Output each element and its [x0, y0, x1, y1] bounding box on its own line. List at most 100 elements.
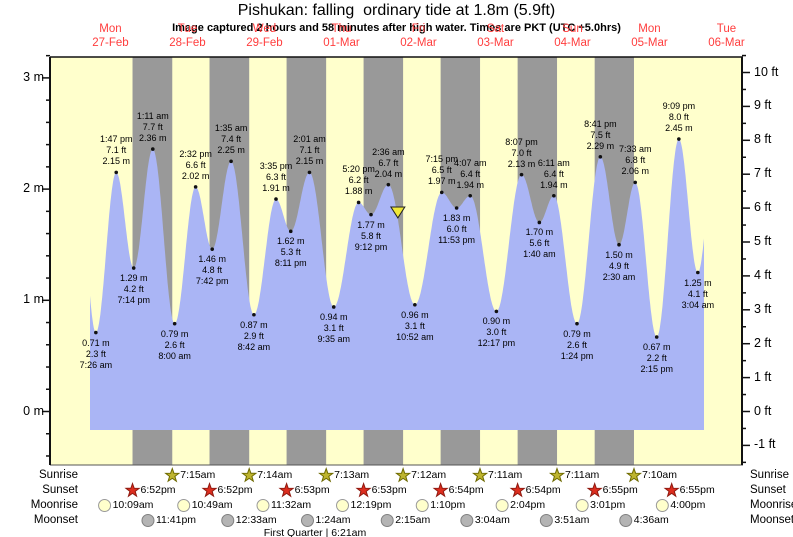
tide-point-label-line: 2.9 ft [243, 330, 264, 341]
day-date: 02-Mar [400, 37, 437, 49]
day-date: 01-Mar [323, 37, 360, 49]
tide-point-label-line: 4:07 am [453, 157, 487, 168]
moonrise-time: 12:19pm [350, 499, 392, 511]
day-name: Wed [252, 23, 277, 35]
tide-point-label-line: 2.04 m [374, 168, 403, 179]
sunset-time: 6:55pm [602, 484, 638, 496]
tide-point-label-line: 2:36 am [372, 146, 405, 157]
tide-point-label-line: 6.0 ft [446, 224, 467, 234]
day-label: Sun 04-Mar [537, 22, 607, 50]
day-name: Mon [99, 23, 122, 35]
sunset-row-label: Sunset [42, 484, 78, 496]
tide-point-label-line: 7.5 ft [590, 129, 611, 140]
tide-point-dot [193, 185, 198, 189]
tide-point-label-line: 2.6 ft [566, 339, 587, 350]
moonrise-time: 10:49am [191, 499, 233, 511]
tide-point-label-line: 0.94 m [319, 311, 348, 322]
moonset-circle-icon [300, 514, 314, 527]
y-axis-right-label: 5 ft [754, 234, 772, 248]
tide-point-label-line: 2.45 m [665, 123, 693, 134]
sunrise-time: 7:10am [641, 469, 678, 481]
tide-point-label-line: 6.7 ft [378, 157, 399, 168]
tide-point-label: 1:47 pm 7.1 ft 2.15 m [74, 134, 158, 167]
tide-point-label-line: 0.90 m [482, 316, 511, 327]
sunrise-time: 7:13am [334, 469, 370, 481]
day-label: Mon 27-Feb [75, 22, 145, 50]
tide-point-label-line: 1:24 pm [560, 350, 594, 361]
tide-point-label: 1.29 m 4.2 ft 7:14 pm [92, 273, 176, 306]
tide-point-label-line: 2.25 m [217, 145, 245, 156]
tide-point-label-line: 2.06 m [621, 166, 649, 177]
tide-point-label-line: 11:53 pm [438, 235, 476, 245]
tide-point-label-line: 7.7 ft [142, 122, 163, 133]
moonset-circle-icon [539, 514, 553, 527]
moonrise-time: 2:04pm [510, 499, 546, 511]
tide-point-dot [172, 321, 177, 326]
day-date: 03-Mar [477, 37, 514, 49]
tide-point-label: 1.83 m 6.0 ft 11:53 pm [415, 213, 499, 246]
tide-point-label-line: 4.1 ft [687, 288, 708, 299]
sunset-star-icon [663, 481, 680, 498]
moonrise-time: 3:01pm [590, 499, 626, 511]
y-axis-right-label: 9 ft [754, 98, 772, 113]
tide-point-label: 4:07 am 6.4 ft 1.94 m [428, 158, 512, 191]
tide-point-label-line: 8:07 pm [505, 136, 538, 147]
day-name: Sun [562, 23, 583, 35]
current-time-marker-icon [389, 206, 406, 219]
tide-point-label-line: 2.3 ft [85, 348, 106, 359]
y-axis-right-label: 3 ft [754, 301, 772, 316]
tide-point-label-line: 0.96 m [401, 309, 429, 320]
tide-point-label: 8:07 pm 7.0 ft 2.13 m [480, 137, 564, 170]
tide-point-label-line: 4.8 ft [202, 265, 223, 276]
tide-point-dot [468, 193, 473, 198]
day-name: Mon [638, 23, 661, 35]
day-date: 04-Mar [554, 37, 591, 49]
tide-point-label-line: 1.46 m [198, 254, 226, 265]
day-date: 28-Feb [169, 37, 206, 49]
tide-point-label: 2:32 pm 6.6 ft 2.02 m [154, 149, 238, 182]
tide-point-label: 9:09 pm 8.0 ft 2.45 m [637, 101, 721, 134]
sunrise-time: 7:12am [411, 469, 447, 481]
tide-point-label-line: 7.1 ft [106, 145, 127, 156]
tide-point-label-line: 5.3 ft [280, 247, 301, 258]
tide-point-label-line: 3.1 ft [404, 320, 425, 331]
tide-point-label-line: 9:35 am [317, 333, 350, 344]
tide-point-label: 1.77 m 5.8 ft 9:12 pm [329, 220, 413, 253]
tide-point-label-line: 1:35 am [214, 123, 248, 134]
day-label: Mon 05-Mar [614, 22, 684, 50]
tide-point-label: 2:36 am 6.7 ft 2.04 m [346, 147, 430, 180]
tide-point-dot [210, 247, 215, 251]
tide-point-label-line: 2:32 pm [179, 148, 212, 159]
sunset-time: 6:52pm [217, 484, 253, 496]
tide-point-label-line: 1.50 m [605, 249, 633, 260]
sunset-time: 6:53pm [371, 484, 407, 496]
moonrise-time: 1:10pm [430, 499, 466, 511]
sunset-time: 6:54pm [525, 484, 561, 496]
moonset-time: 11:41pm [155, 514, 197, 526]
sunrise-time: 7:11am [565, 469, 600, 481]
tide-point-label-line: 5.8 ft [360, 230, 381, 241]
tide-point-dot [131, 266, 136, 270]
tide-point-dot [654, 335, 659, 339]
tide-point-label-line: 1.97 m [427, 176, 456, 187]
tide-point-label-line: 1:40 am [523, 249, 556, 260]
tide-point-label: 1.70 m 5.6 ft 1:40 am [497, 227, 581, 260]
sunset-time: 6:54pm [448, 484, 484, 496]
tide-point-label-line: 1.29 m [119, 273, 148, 284]
sunset-time: 6:52pm [140, 484, 176, 496]
tide-point-dot [413, 302, 417, 307]
sunrise-star-icon [394, 466, 412, 483]
tide-point-label-line: 4.9 ft [608, 260, 629, 271]
tide-point-dot [575, 321, 579, 326]
tide-point-dot [150, 147, 155, 151]
y-axis-left-label: 1 m [23, 292, 44, 307]
y-axis-left-label: 2 m [23, 181, 44, 196]
moonset-row-label: Moonset [33, 514, 78, 526]
tide-point-label-line: 2.6 ft [164, 339, 185, 350]
tide-point-label: 1.50 m 4.9 ft 2:30 am [577, 250, 661, 283]
sunset-star-icon [586, 481, 603, 498]
tide-point-label: 0.67 m 2.2 ft 2:15 pm [615, 342, 699, 375]
tide-curve-area [90, 139, 704, 430]
moonrise-row-label: Moonrise [30, 499, 78, 511]
